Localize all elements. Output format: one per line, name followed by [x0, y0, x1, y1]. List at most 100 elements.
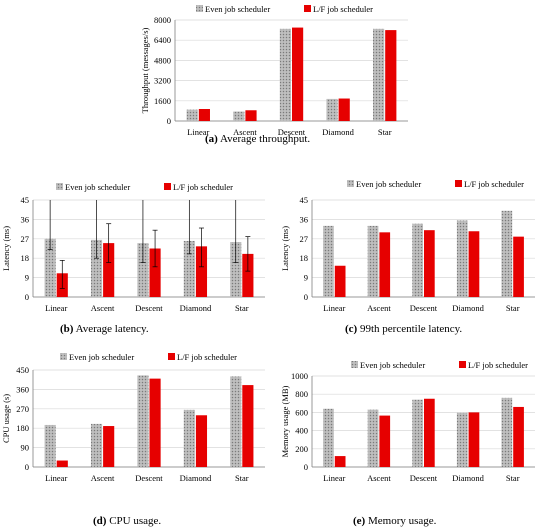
x-tick-label: Star: [235, 303, 249, 313]
y-tick-label: 0: [25, 292, 29, 302]
x-tick-label: Star: [506, 473, 520, 483]
y-tick-label: 0: [304, 292, 308, 302]
bar-even-linear: [186, 109, 198, 121]
legend-label-lf: L/F job scheduler: [177, 352, 237, 362]
legend-swatch-even: [347, 180, 354, 187]
bar-even-star: [230, 242, 242, 297]
bar-even-star: [373, 28, 385, 121]
y-tick-label: 36: [300, 214, 309, 224]
x-tick-label: Diamond: [180, 303, 212, 313]
x-tick-label: Descent: [278, 127, 306, 137]
error-bar-lf-linear: [59, 260, 65, 289]
y-tick-label: 8000: [154, 15, 171, 25]
bar-even-star: [501, 210, 513, 297]
y-axis-title: Throughput (messages/s): [140, 27, 150, 113]
legend-swatch-even: [56, 183, 63, 190]
y-tick-label: 90: [21, 443, 30, 453]
error-bar-even-ascent: [94, 200, 100, 259]
bar-even-ascent: [233, 111, 245, 121]
x-tick-label: Linear: [45, 303, 67, 313]
legend: Even job scheduler L/F job scheduler: [56, 182, 233, 192]
bar-lf-diamond: [338, 98, 350, 121]
bar-lf-descent: [424, 398, 435, 467]
legend-label-even: Even job scheduler: [356, 179, 421, 189]
bar-lf-linear: [56, 460, 68, 467]
y-tick-label: 9: [25, 273, 29, 283]
bar-even-linear: [323, 225, 334, 297]
y-tick-label: 450: [16, 365, 29, 375]
bar-lf-diamond: [468, 231, 480, 297]
legend-label-lf: L/F job scheduler: [464, 179, 524, 189]
y-axis-title: Latency (ms): [280, 226, 290, 271]
y-tick-label: 27: [300, 234, 309, 244]
caption: (e) Memory usage.: [353, 515, 437, 527]
bar-lf-ascent: [103, 243, 115, 297]
bar-lf-descent: [149, 378, 161, 467]
x-tick-label: Ascent: [91, 303, 115, 313]
bar-lf-diamond: [468, 412, 480, 467]
legend: Even job scheduler L/F job scheduler: [60, 352, 237, 362]
bar-lf-linear: [334, 265, 346, 297]
chart-average-throughput: 0 1600 3200 4800 6400 8000 Throughput (message…: [140, 4, 408, 145]
bar-lf-ascent: [379, 232, 391, 297]
caption: (c) 99th percentile latency.: [345, 323, 462, 335]
y-tick-label: 600: [295, 407, 308, 417]
bar-even-ascent: [367, 225, 379, 297]
y-tick-label: 0: [167, 116, 171, 126]
bar-even-descent: [137, 375, 149, 467]
caption-text: CPU usage.: [106, 515, 161, 527]
x-tick-label: Descent: [410, 473, 438, 483]
x-tick-label: Linear: [187, 127, 209, 137]
bar-even-diamond: [183, 409, 195, 467]
chart-average-latency: 0 9 18 27 36 45 Latency (ms) Linear Ascent Descen…: [1, 182, 265, 335]
x-tick-label: Star: [378, 127, 392, 137]
caption-letter: (e): [353, 515, 366, 527]
y-tick-label: 800: [295, 389, 308, 399]
legend-swatch-lf: [459, 361, 466, 368]
y-tick-label: 9: [304, 273, 308, 283]
bar-even-ascent: [90, 239, 103, 297]
x-tick-label: Star: [235, 473, 249, 483]
x-tick-label: Star: [506, 303, 520, 313]
bar-even-diamond: [183, 240, 195, 297]
caption-letter: (c): [345, 323, 358, 335]
bar-even-linear: [323, 408, 334, 467]
bar-lf-ascent: [245, 110, 257, 121]
legend-swatch-lf: [168, 353, 175, 360]
x-tick-label: Ascent: [367, 303, 391, 313]
x-tick-label: Descent: [410, 303, 438, 313]
bar-lf-star: [385, 30, 397, 122]
error-bar-even-star: [233, 200, 239, 263]
bar-even-diamond: [456, 220, 468, 297]
y-tick-label: 0: [25, 462, 29, 472]
bar-lf-descent: [149, 248, 161, 297]
error-bar-lf-star: [245, 236, 251, 272]
x-tick-label: Diamond: [180, 473, 212, 483]
legend-swatch-lf: [455, 180, 462, 187]
y-tick-label: 180: [16, 423, 29, 433]
x-tick-label: Diamond: [452, 473, 484, 483]
caption: (d) CPU usage.: [93, 515, 161, 527]
y-axis-title: Latency (ms): [1, 226, 11, 271]
caption-text: Average throughput.: [218, 133, 311, 145]
error-bar-lf-ascent: [106, 223, 112, 263]
bar-lf-star: [513, 236, 524, 297]
x-tick-label: Descent: [135, 473, 163, 483]
bar-lf-star: [513, 406, 524, 467]
y-tick-label: 18: [21, 253, 30, 263]
bar-even-linear: [44, 424, 56, 467]
error-bar-lf-descent: [152, 229, 158, 268]
error-bar-even-linear: [47, 200, 53, 250]
legend-swatch-even: [196, 5, 203, 12]
x-tick-label: Descent: [135, 303, 163, 313]
legend-swatch-even: [60, 353, 67, 360]
y-tick-label: 200: [295, 444, 308, 454]
bar-even-descent: [137, 243, 149, 297]
legend: Even job scheduler L/F job scheduler: [347, 179, 524, 189]
y-tick-label: 0: [304, 462, 308, 472]
legend-swatch-lf: [164, 183, 171, 190]
bar-even-ascent: [90, 423, 103, 467]
error-bar-lf-diamond: [198, 227, 204, 268]
